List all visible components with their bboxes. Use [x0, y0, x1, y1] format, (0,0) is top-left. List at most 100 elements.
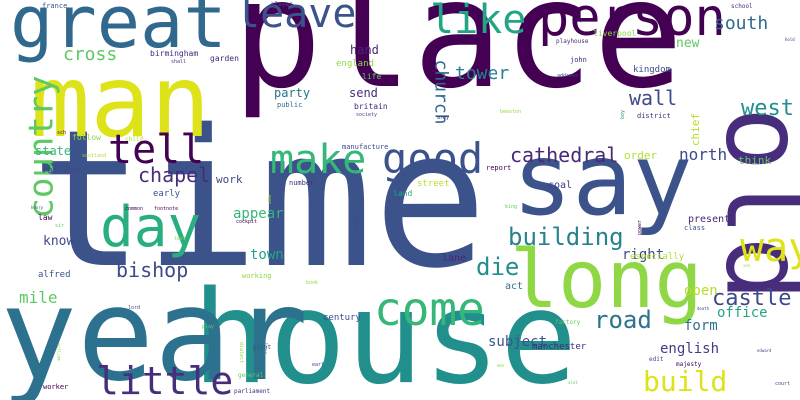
word-tower: tower — [455, 63, 510, 84]
word-britain: britain — [354, 102, 388, 111]
word-cathedral: cathedral — [510, 143, 619, 167]
word-good: good — [382, 134, 484, 183]
word-beeston: beeston — [500, 109, 522, 115]
word-lane: lane — [442, 253, 467, 264]
word-present: present — [688, 214, 731, 225]
word-work: work — [216, 173, 243, 186]
word-building: building — [508, 223, 624, 251]
word-death: death — [697, 306, 710, 311]
word-die: die — [476, 253, 520, 281]
word-bishop: bishop — [116, 258, 189, 282]
word-playhouse: playhouse — [556, 38, 589, 45]
word-chief: chief — [689, 112, 703, 147]
word-new: new — [676, 36, 700, 51]
word-long: long — [510, 233, 703, 326]
word-text: text — [174, 236, 187, 242]
word-common: common — [125, 206, 144, 212]
word-garden: garden — [210, 54, 239, 63]
word-cross: cross — [63, 44, 118, 65]
word-alfred: alfred — [38, 270, 71, 280]
word-land: land — [393, 189, 413, 198]
word-class: class — [684, 224, 706, 232]
word-west: west — [741, 96, 794, 121]
word-little: little — [96, 359, 234, 400]
word-party: party — [274, 86, 311, 100]
word-chapel: chapel — [138, 163, 211, 187]
word-wall: wall — [629, 86, 678, 110]
word-house: house — [192, 264, 578, 400]
word-think: think — [738, 154, 772, 167]
word-society: society — [356, 112, 378, 118]
word-english: english — [660, 341, 720, 357]
word-open: open — [684, 283, 718, 299]
word-town: town — [250, 247, 284, 263]
word-year: year — [0, 261, 309, 400]
word-make: make — [270, 137, 367, 183]
word-day: day — [100, 195, 202, 260]
word-know: know — [43, 234, 75, 249]
word-army: army — [437, 115, 450, 121]
word-play: play — [202, 324, 215, 330]
word-king: king — [505, 204, 518, 210]
word-castle: castle — [712, 286, 792, 311]
word-number: number — [289, 179, 315, 187]
word-like: like — [430, 0, 527, 43]
word-edward: edward — [757, 348, 772, 353]
word-north: north — [679, 145, 728, 164]
word-build: build — [643, 365, 728, 398]
word-sir: sir — [55, 223, 65, 229]
word-right: right — [622, 247, 665, 263]
word-coal: coal — [548, 180, 573, 191]
word-follow: follow — [72, 133, 101, 142]
word-school: school — [731, 3, 753, 10]
word-century: century — [323, 313, 361, 323]
word-subject: subject — [488, 334, 548, 350]
word-south: south — [714, 13, 769, 34]
word-england: england — [336, 59, 374, 69]
word-cockpit: cockpit — [236, 219, 258, 225]
word-appear: appear — [233, 206, 284, 222]
word-order: order — [624, 149, 658, 162]
word-shall: shall — [171, 59, 187, 65]
word-state: state — [35, 144, 72, 158]
word-mile: mile — [19, 288, 58, 307]
word-old: old — [701, 106, 800, 302]
word-law: law — [38, 213, 53, 222]
word-son: son — [743, 263, 751, 268]
word-public: public — [277, 101, 303, 109]
word-form: form — [684, 318, 718, 334]
word-general: general — [238, 372, 264, 379]
word-district: district — [637, 112, 671, 120]
word-time: time — [30, 89, 488, 310]
word-dialect: dialect — [238, 341, 245, 364]
word-war: war — [266, 194, 273, 205]
word-life: life — [362, 72, 382, 81]
word-address: address — [557, 73, 579, 79]
word-great: great — [10, 0, 227, 64]
word-footnote: footnote — [154, 206, 179, 212]
word-scotland: scotland — [82, 153, 107, 159]
word-sch: sch — [57, 130, 67, 136]
word-print: print — [253, 344, 272, 351]
word-working: working — [242, 272, 272, 280]
word-use: use — [352, 217, 361, 230]
word-boy: boy — [620, 109, 627, 120]
word-edit: edit — [649, 356, 664, 363]
word-birmingham: birmingham — [150, 49, 199, 58]
word-lord: lord — [128, 305, 141, 311]
word-tell: tell — [108, 127, 205, 173]
word-come: come — [374, 282, 485, 336]
word-worker: worker — [43, 383, 69, 391]
word-parliament: parliament — [234, 388, 271, 395]
word-player: player — [271, 1, 293, 8]
word-kingdom: kingdom — [633, 65, 671, 75]
word-place: place — [232, 0, 684, 122]
word-way: way — [740, 225, 800, 271]
word-person: person — [538, 0, 726, 48]
word-street: street — [417, 179, 450, 189]
word-earl: earl — [312, 362, 325, 368]
word-line: line — [261, 342, 268, 355]
word-report: report — [486, 164, 512, 172]
word-majesty: majesty — [676, 361, 702, 368]
